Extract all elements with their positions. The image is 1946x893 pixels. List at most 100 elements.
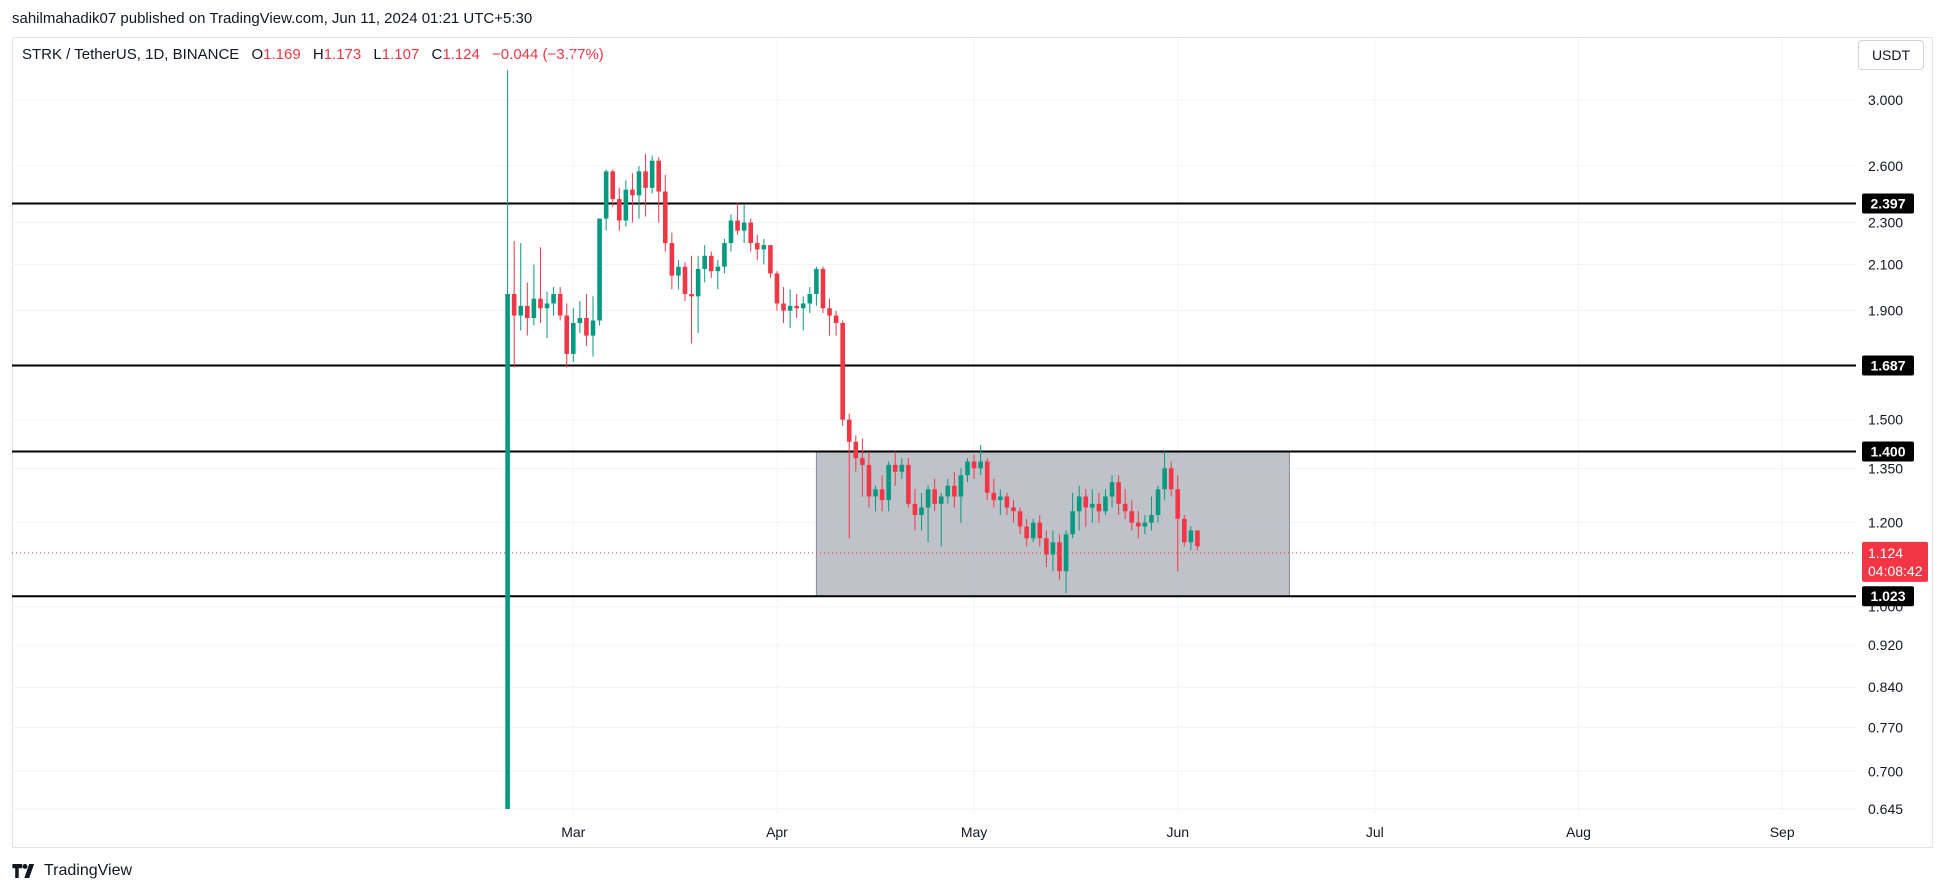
candle	[998, 489, 1003, 516]
candle-body	[1030, 522, 1036, 539]
time-axis-label: Mar	[561, 824, 585, 840]
candle	[833, 310, 839, 336]
candle	[1011, 500, 1016, 523]
candle-body	[1122, 503, 1128, 512]
candle-body	[1024, 526, 1029, 539]
candle-body	[557, 293, 563, 316]
time-axis-label: Apr	[766, 824, 788, 840]
price-axis-label: 0.770	[1868, 719, 1903, 735]
candle-body	[741, 222, 747, 231]
level-price-badge	[1862, 586, 1914, 607]
candle-body	[630, 189, 635, 196]
candle-body	[590, 320, 596, 336]
time-axis-label: Aug	[1566, 824, 1591, 840]
candle-body	[715, 266, 721, 272]
candle	[761, 238, 767, 265]
candle	[820, 266, 826, 314]
candle-body	[1103, 496, 1108, 512]
candle	[702, 245, 707, 283]
candle	[623, 180, 629, 227]
candle	[715, 260, 721, 290]
candle-body	[925, 489, 931, 508]
candle-body	[1070, 511, 1075, 535]
candle-body	[1136, 522, 1141, 527]
candle	[630, 173, 635, 223]
level-price-label: 2.397	[1870, 196, 1905, 212]
candle	[728, 214, 734, 252]
candle	[899, 458, 905, 479]
candle-body	[1142, 522, 1148, 527]
candle	[1195, 530, 1200, 551]
candle-body	[998, 496, 1003, 501]
level-price-badge	[1862, 355, 1914, 376]
symbol-label[interactable]: STRK / TetherUS, 1D, BINANCE	[22, 46, 240, 63]
candle-body	[682, 266, 688, 294]
candle-body	[1063, 534, 1069, 572]
candle-body	[728, 220, 734, 244]
candle-body	[722, 243, 727, 267]
candle-body	[577, 318, 583, 323]
level-price-label: 1.023	[1870, 588, 1905, 604]
candle	[656, 157, 662, 223]
candle	[544, 291, 550, 339]
candle	[1149, 496, 1154, 531]
candle	[590, 296, 596, 357]
candle-body	[702, 255, 707, 269]
candle-body	[1096, 503, 1102, 512]
candle-body	[945, 485, 951, 497]
candle	[689, 255, 694, 344]
time-axis-label: Sep	[1770, 824, 1795, 840]
candle-body	[1011, 507, 1016, 512]
candle-body	[912, 503, 918, 516]
candle	[1044, 530, 1049, 567]
candle	[932, 478, 937, 512]
candle-body	[827, 308, 832, 316]
high-label: H	[312, 46, 324, 63]
candle	[682, 262, 688, 302]
candle-body	[840, 322, 845, 420]
candle	[827, 298, 832, 336]
candle-body	[754, 243, 760, 250]
candle-body	[1149, 515, 1154, 523]
open-value: 1.169	[263, 46, 301, 63]
candle-body	[531, 298, 537, 319]
candle	[669, 232, 675, 290]
candle	[662, 174, 668, 252]
candle-body	[800, 303, 806, 309]
candle	[754, 234, 760, 261]
price-axis-label: 1.350	[1868, 460, 1903, 476]
current-price-label: 1.124	[1868, 545, 1903, 561]
candle	[722, 238, 727, 274]
candle	[912, 489, 918, 531]
candle	[525, 282, 530, 336]
candle	[518, 243, 524, 331]
candle-body	[538, 298, 543, 309]
candle-body	[643, 171, 648, 188]
candle	[925, 485, 931, 543]
candle-body	[1017, 511, 1023, 527]
candle-body	[525, 305, 530, 319]
candle	[846, 413, 852, 539]
price-axis-label: 2.600	[1868, 158, 1903, 174]
candle-body	[899, 464, 905, 472]
candle-body	[689, 293, 694, 297]
candle-body	[518, 305, 524, 316]
candle	[584, 293, 589, 346]
currency-unit-button[interactable]: USDT	[1858, 40, 1924, 70]
candle-body	[597, 218, 602, 321]
candle-body	[833, 315, 839, 323]
candle	[781, 287, 786, 323]
candle	[1004, 492, 1010, 516]
candle	[748, 218, 753, 252]
candle	[1136, 511, 1141, 539]
candle-body	[695, 268, 701, 297]
candle-body	[1155, 489, 1161, 516]
candle-body	[649, 160, 655, 188]
candle	[564, 303, 570, 368]
candle	[860, 438, 865, 497]
candle	[971, 454, 977, 479]
candle-body	[1162, 468, 1167, 490]
candle	[735, 202, 740, 235]
candle-body	[1037, 522, 1043, 539]
